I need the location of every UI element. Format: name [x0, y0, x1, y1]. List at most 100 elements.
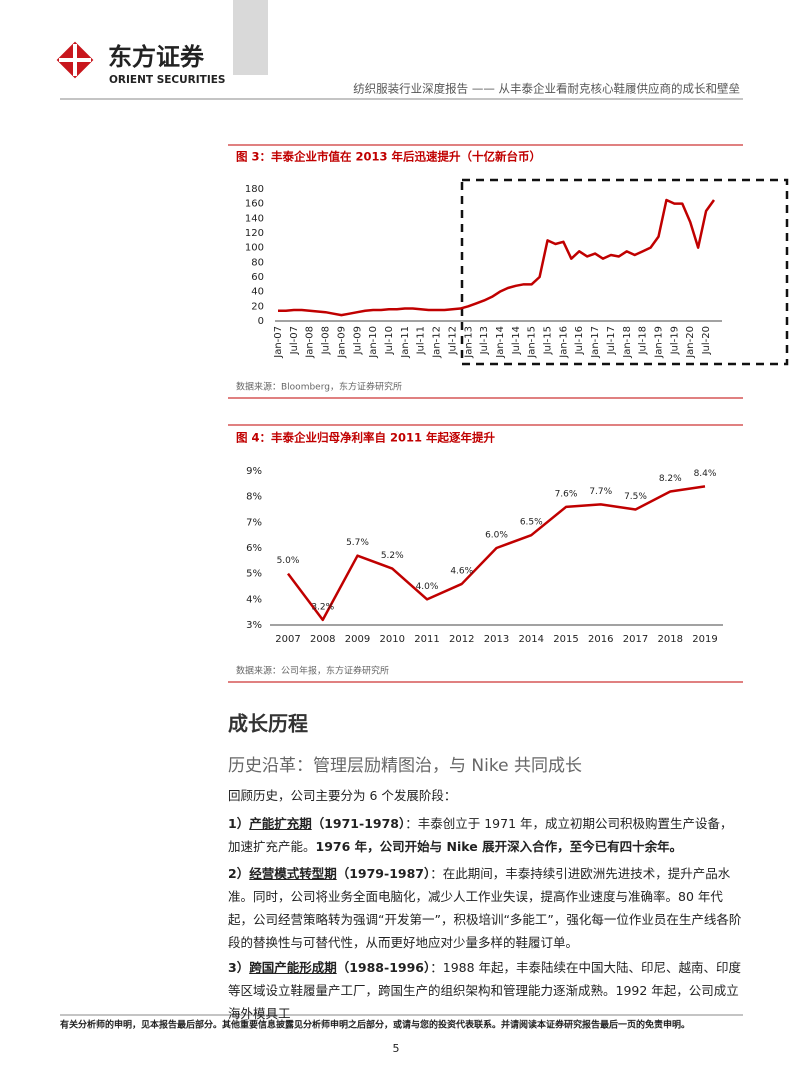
data-label: 8.4% [694, 469, 717, 479]
x-tick-label: Jul-12 [447, 326, 458, 355]
stage-name: 经营模式转型期 [249, 866, 337, 881]
x-tick-label: Jan-14 [495, 326, 506, 359]
y-tick-label: 40 [251, 287, 264, 298]
stage-period: （1979-1987） [336, 866, 431, 881]
paragraph-text: ：1988 年起，丰泰陆续在中国大陆、印尼、越南、印度等区域设立鞋履量产工厂，跨… [228, 960, 742, 1021]
x-tick-label: Jul-07 [289, 326, 300, 355]
highlight-box [460, 178, 789, 366]
paragraph: 2）经营模式转型期（1979-1987）：在此期间，丰泰持续引进欧洲先进技术，提… [228, 862, 743, 954]
y-tick-label: 180 [245, 184, 264, 195]
data-label: 4.6% [450, 566, 473, 576]
x-tick-label: Jul-18 [638, 326, 649, 355]
x-tick-label: Jul-13 [479, 326, 490, 355]
x-tick-label: 2011 [414, 634, 439, 645]
logo-icon [56, 41, 94, 79]
x-tick-label: Jan-13 [463, 326, 474, 359]
paragraph-text: ：在此期间，丰泰持续引进欧洲先进技术，提升产品水准。同时，公司将业务全面电脑化，… [228, 866, 742, 950]
x-tick-label: Jan-19 [654, 326, 665, 359]
y-tick-label: 7% [246, 517, 262, 528]
x-tick-label: Jan-07 [273, 326, 284, 359]
report-title: 纺织服装行业深度报告 —— 从丰泰企业看耐克核心鞋履供应商的成长和壁垒 [353, 82, 740, 96]
data-label: 5.7% [346, 538, 369, 548]
data-label: 6.0% [485, 531, 508, 541]
y-tick-label: 20 [251, 301, 264, 312]
x-tick-label: Jan-16 [558, 326, 569, 359]
data-label: 3.2% [311, 602, 334, 612]
x-tick-label: Jan-17 [590, 326, 601, 359]
x-tick-label: 2015 [553, 634, 578, 645]
x-tick-label: Jan-12 [432, 326, 443, 359]
y-tick-label: 3% [246, 620, 262, 631]
y-tick-label: 80 [251, 257, 264, 268]
y-tick-label: 0 [258, 316, 264, 327]
section-heading: 成长历程 [228, 712, 308, 736]
x-tick-label: Jul-16 [574, 326, 585, 355]
x-tick-label: Jan-20 [685, 326, 696, 359]
stage-number: 2） [228, 866, 250, 881]
x-tick-label: 2018 [658, 634, 683, 645]
figure-title: 图 3：丰泰企业市值在 2013 年后迅速提升（十亿新台币） [236, 150, 541, 164]
x-tick-label: Jul-19 [669, 326, 680, 355]
data-label: 5.0% [277, 556, 300, 566]
figure-title: 图 4：丰泰企业归母净利率自 2011 年起逐年提升 [236, 431, 496, 445]
x-tick-label: Jul-14 [511, 326, 522, 355]
paragraph: 3）跨国产能形成期（1988-1996）：1988 年起，丰泰陆续在中国大陆、印… [228, 956, 743, 1025]
x-tick-label: Jul-09 [352, 326, 363, 355]
x-tick-label: Jan-11 [400, 326, 411, 359]
x-tick-label: 2013 [484, 634, 509, 645]
x-tick-label: 2017 [623, 634, 648, 645]
y-tick-label: 100 [245, 243, 264, 254]
data-label: 7.7% [589, 487, 612, 497]
x-tick-label: Jul-10 [384, 326, 395, 355]
stage-name: 跨国产能形成期 [249, 960, 337, 975]
x-tick-label: Jan-10 [368, 326, 379, 359]
stage-period: （1988-1996） [336, 960, 431, 975]
x-tick-label: Jan-15 [527, 326, 538, 359]
x-tick-label: Jan-08 [305, 326, 316, 359]
x-tick-label: Jul-08 [321, 326, 332, 355]
y-tick-label: 6% [246, 543, 262, 554]
data-label: 8.2% [659, 474, 682, 484]
y-tick-label: 60 [251, 272, 264, 283]
disclaimer: 有关分析师的申明，见本报告最后部分。其他重要信息披露见分析师申明之后部分，或请与… [60, 1019, 690, 1031]
x-tick-label: 2012 [449, 634, 474, 645]
intro: 回顾历史，公司主要分为 6 个发展阶段： [228, 788, 457, 803]
y-tick-label: 5% [246, 569, 262, 580]
y-tick-label: 9% [246, 466, 262, 477]
data-line [278, 198, 716, 317]
stage-number: 3） [228, 960, 250, 975]
x-tick-label: Jul-11 [416, 326, 427, 355]
x-tick-label: Jan-09 [336, 326, 347, 359]
stage-number: 1） [228, 816, 250, 831]
x-tick-label: Jul-17 [606, 326, 617, 355]
figure-source: 数据来源：Bloomberg，东方证券研究所 [236, 381, 402, 393]
data-label: 6.5% [520, 518, 543, 528]
logo-en: ORIENT SECURITIES [109, 74, 225, 86]
y-tick-label: 140 [245, 213, 264, 224]
paragraph-text: ：丰泰创立于 1971 年，成立初期公司积极购置生产设备，加速扩充产能。 [228, 816, 733, 854]
x-tick-label: 2010 [380, 634, 405, 645]
y-tick-label: 160 [245, 199, 264, 210]
y-tick-label: 120 [245, 228, 264, 239]
x-tick-label: 2019 [692, 634, 717, 645]
x-tick-label: 2014 [519, 634, 544, 645]
x-tick-label: 2016 [588, 634, 613, 645]
y-tick-label: 8% [246, 492, 262, 503]
y-tick-label: 4% [246, 594, 262, 605]
x-tick-label: Jan-18 [622, 326, 633, 359]
paragraph: 1）产能扩充期（1971-1978）：丰泰创立于 1971 年，成立初期公司积极… [228, 812, 743, 858]
stage-period: （1971-1978） [311, 816, 406, 831]
page-number: 5 [393, 1042, 400, 1055]
logo-cn: 东方证券 [108, 43, 205, 71]
data-label: 7.5% [624, 492, 647, 502]
x-tick-label: 2007 [275, 634, 300, 645]
x-tick-label: 2008 [310, 634, 335, 645]
x-tick-label: Jul-15 [543, 326, 554, 355]
figure-source: 数据来源：公司年报，东方证券研究所 [236, 665, 389, 677]
data-label: 5.2% [381, 551, 404, 561]
data-line [287, 485, 706, 622]
section-subheading: 历史沿革：管理层励精图治，与 Nike 共同成长 [228, 756, 582, 776]
header-tab [233, 0, 268, 75]
